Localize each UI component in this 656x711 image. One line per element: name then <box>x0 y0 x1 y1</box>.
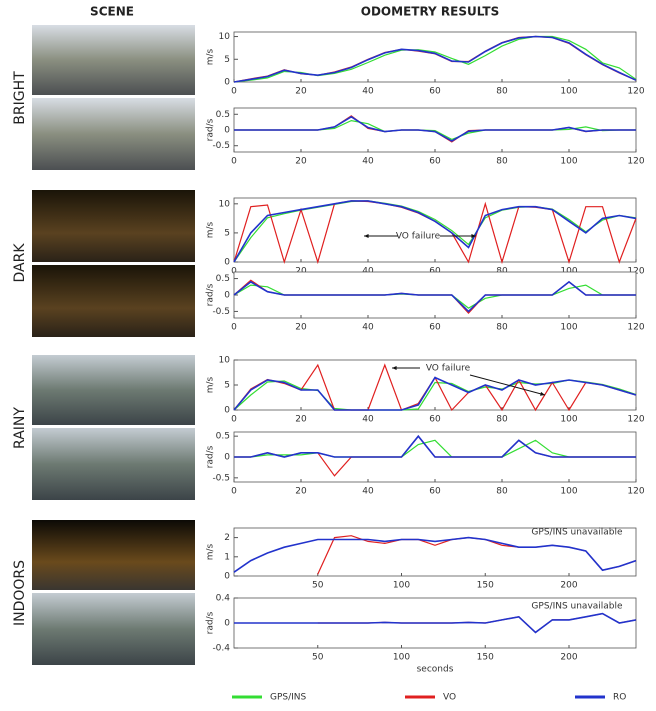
x-tick-label: 100 <box>560 415 577 425</box>
y-tick-label: 0.5 <box>216 274 230 284</box>
figure: SCENE ODOMETRY RESULTS BRIGHT DARK RAINY… <box>0 0 656 707</box>
y-tick-label: 0 <box>224 291 230 301</box>
y-axis-label: rad/s <box>206 118 216 141</box>
x-tick-label: 100 <box>393 581 410 591</box>
y-tick-label: -0.5 <box>212 307 230 317</box>
x-tick-label: 150 <box>477 581 494 591</box>
annotation: GPS/INS unavailable <box>531 602 623 612</box>
y-tick-label: 0 <box>224 126 230 136</box>
x-tick-label: 200 <box>560 581 577 591</box>
legend-label: VO <box>443 693 456 703</box>
x-tick-label: 50 <box>312 581 324 591</box>
x-tick-label: 80 <box>496 323 508 333</box>
x-tick-label: 100 <box>560 87 577 97</box>
x-tick-label: 100 <box>560 487 577 497</box>
y-tick-label: 0 <box>224 572 230 582</box>
x-tick-label: 80 <box>496 487 508 497</box>
x-tick-label: 20 <box>295 415 307 425</box>
y-tick-label: 0 <box>224 406 230 416</box>
x-tick-label: 120 <box>627 415 644 425</box>
x-tick-label: 0 <box>231 87 237 97</box>
x-tick-label: 100 <box>560 157 577 167</box>
x-tick-label: 120 <box>627 157 644 167</box>
x-tick-label: 100 <box>560 323 577 333</box>
y-tick-label: 10 <box>219 32 231 42</box>
x-tick-label: 40 <box>362 157 374 167</box>
y-tick-label: 1 <box>224 552 230 562</box>
x-tick-label: 40 <box>362 415 374 425</box>
legend-label: GPS/INS <box>270 693 307 703</box>
x-tick-label: 0 <box>231 487 237 497</box>
y-tick-label: 0 <box>224 619 230 629</box>
x-tick-label: 120 <box>627 487 644 497</box>
scene-label: INDOORS <box>12 560 28 626</box>
x-tick-label: 200 <box>560 653 577 663</box>
x-tick-label: 20 <box>295 323 307 333</box>
y-tick-label: 10 <box>219 356 231 366</box>
x-tick-label: 60 <box>429 323 441 333</box>
x-axis-label: seconds <box>417 665 454 675</box>
x-tick-label: 0 <box>231 323 237 333</box>
y-tick-label: 0 <box>224 453 230 463</box>
x-tick-label: 60 <box>429 157 441 167</box>
x-tick-label: 0 <box>231 157 237 167</box>
scene-header: SCENE <box>90 5 134 19</box>
annotation: VO failure <box>426 364 471 374</box>
x-tick-label: 80 <box>496 415 508 425</box>
scene-label: BRIGHT <box>12 71 28 125</box>
x-tick-label: 20 <box>295 87 307 97</box>
y-axis-label: m/s <box>206 376 216 393</box>
x-tick-label: 80 <box>496 157 508 167</box>
y-tick-label: 0.4 <box>216 594 231 604</box>
y-axis-label: rad/s <box>206 611 216 634</box>
x-tick-label: 60 <box>429 415 441 425</box>
y-tick-label: 5 <box>224 228 230 238</box>
y-tick-label: 0.5 <box>216 110 230 120</box>
y-axis-label: m/s <box>206 543 216 560</box>
photos <box>32 25 195 665</box>
legend-label: RO <box>613 693 626 703</box>
y-axis-label: m/s <box>206 48 216 65</box>
y-tick-label: -0.4 <box>212 644 230 654</box>
y-tick-label: 5 <box>224 381 230 391</box>
x-tick-label: 120 <box>627 87 644 97</box>
x-tick-label: 60 <box>429 487 441 497</box>
x-tick-label: 0 <box>231 415 237 425</box>
y-tick-label: -0.5 <box>212 473 230 483</box>
y-tick-label: -0.5 <box>212 141 230 151</box>
y-tick-label: 0.5 <box>216 432 230 442</box>
x-tick-label: 60 <box>429 87 441 97</box>
x-tick-label: 20 <box>295 157 307 167</box>
x-tick-label: 100 <box>393 653 410 663</box>
y-tick-label: 5 <box>224 55 230 65</box>
y-tick-label: 10 <box>219 199 231 209</box>
y-tick-label: 2 <box>224 533 230 543</box>
y-tick-label: 0 <box>224 78 230 88</box>
x-tick-label: 150 <box>477 653 494 663</box>
y-axis-label: rad/s <box>206 445 216 468</box>
annotation: VO failure <box>396 232 441 242</box>
scene-label: RAINY <box>12 407 28 449</box>
scene-label: DARK <box>12 243 28 283</box>
y-axis-label: m/s <box>206 221 216 238</box>
annotation: GPS/INS unavailable <box>531 528 623 538</box>
plot-frame <box>234 32 636 82</box>
y-axis-label: rad/s <box>206 283 216 306</box>
y-tick-label: 0 <box>224 258 230 268</box>
results-header: ODOMETRY RESULTS <box>361 5 499 19</box>
x-tick-label: 40 <box>362 323 374 333</box>
x-tick-label: 40 <box>362 87 374 97</box>
x-tick-label: 20 <box>295 487 307 497</box>
x-tick-label: 120 <box>627 323 644 333</box>
x-tick-label: 50 <box>312 653 324 663</box>
x-tick-label: 40 <box>362 487 374 497</box>
x-tick-label: 80 <box>496 87 508 97</box>
